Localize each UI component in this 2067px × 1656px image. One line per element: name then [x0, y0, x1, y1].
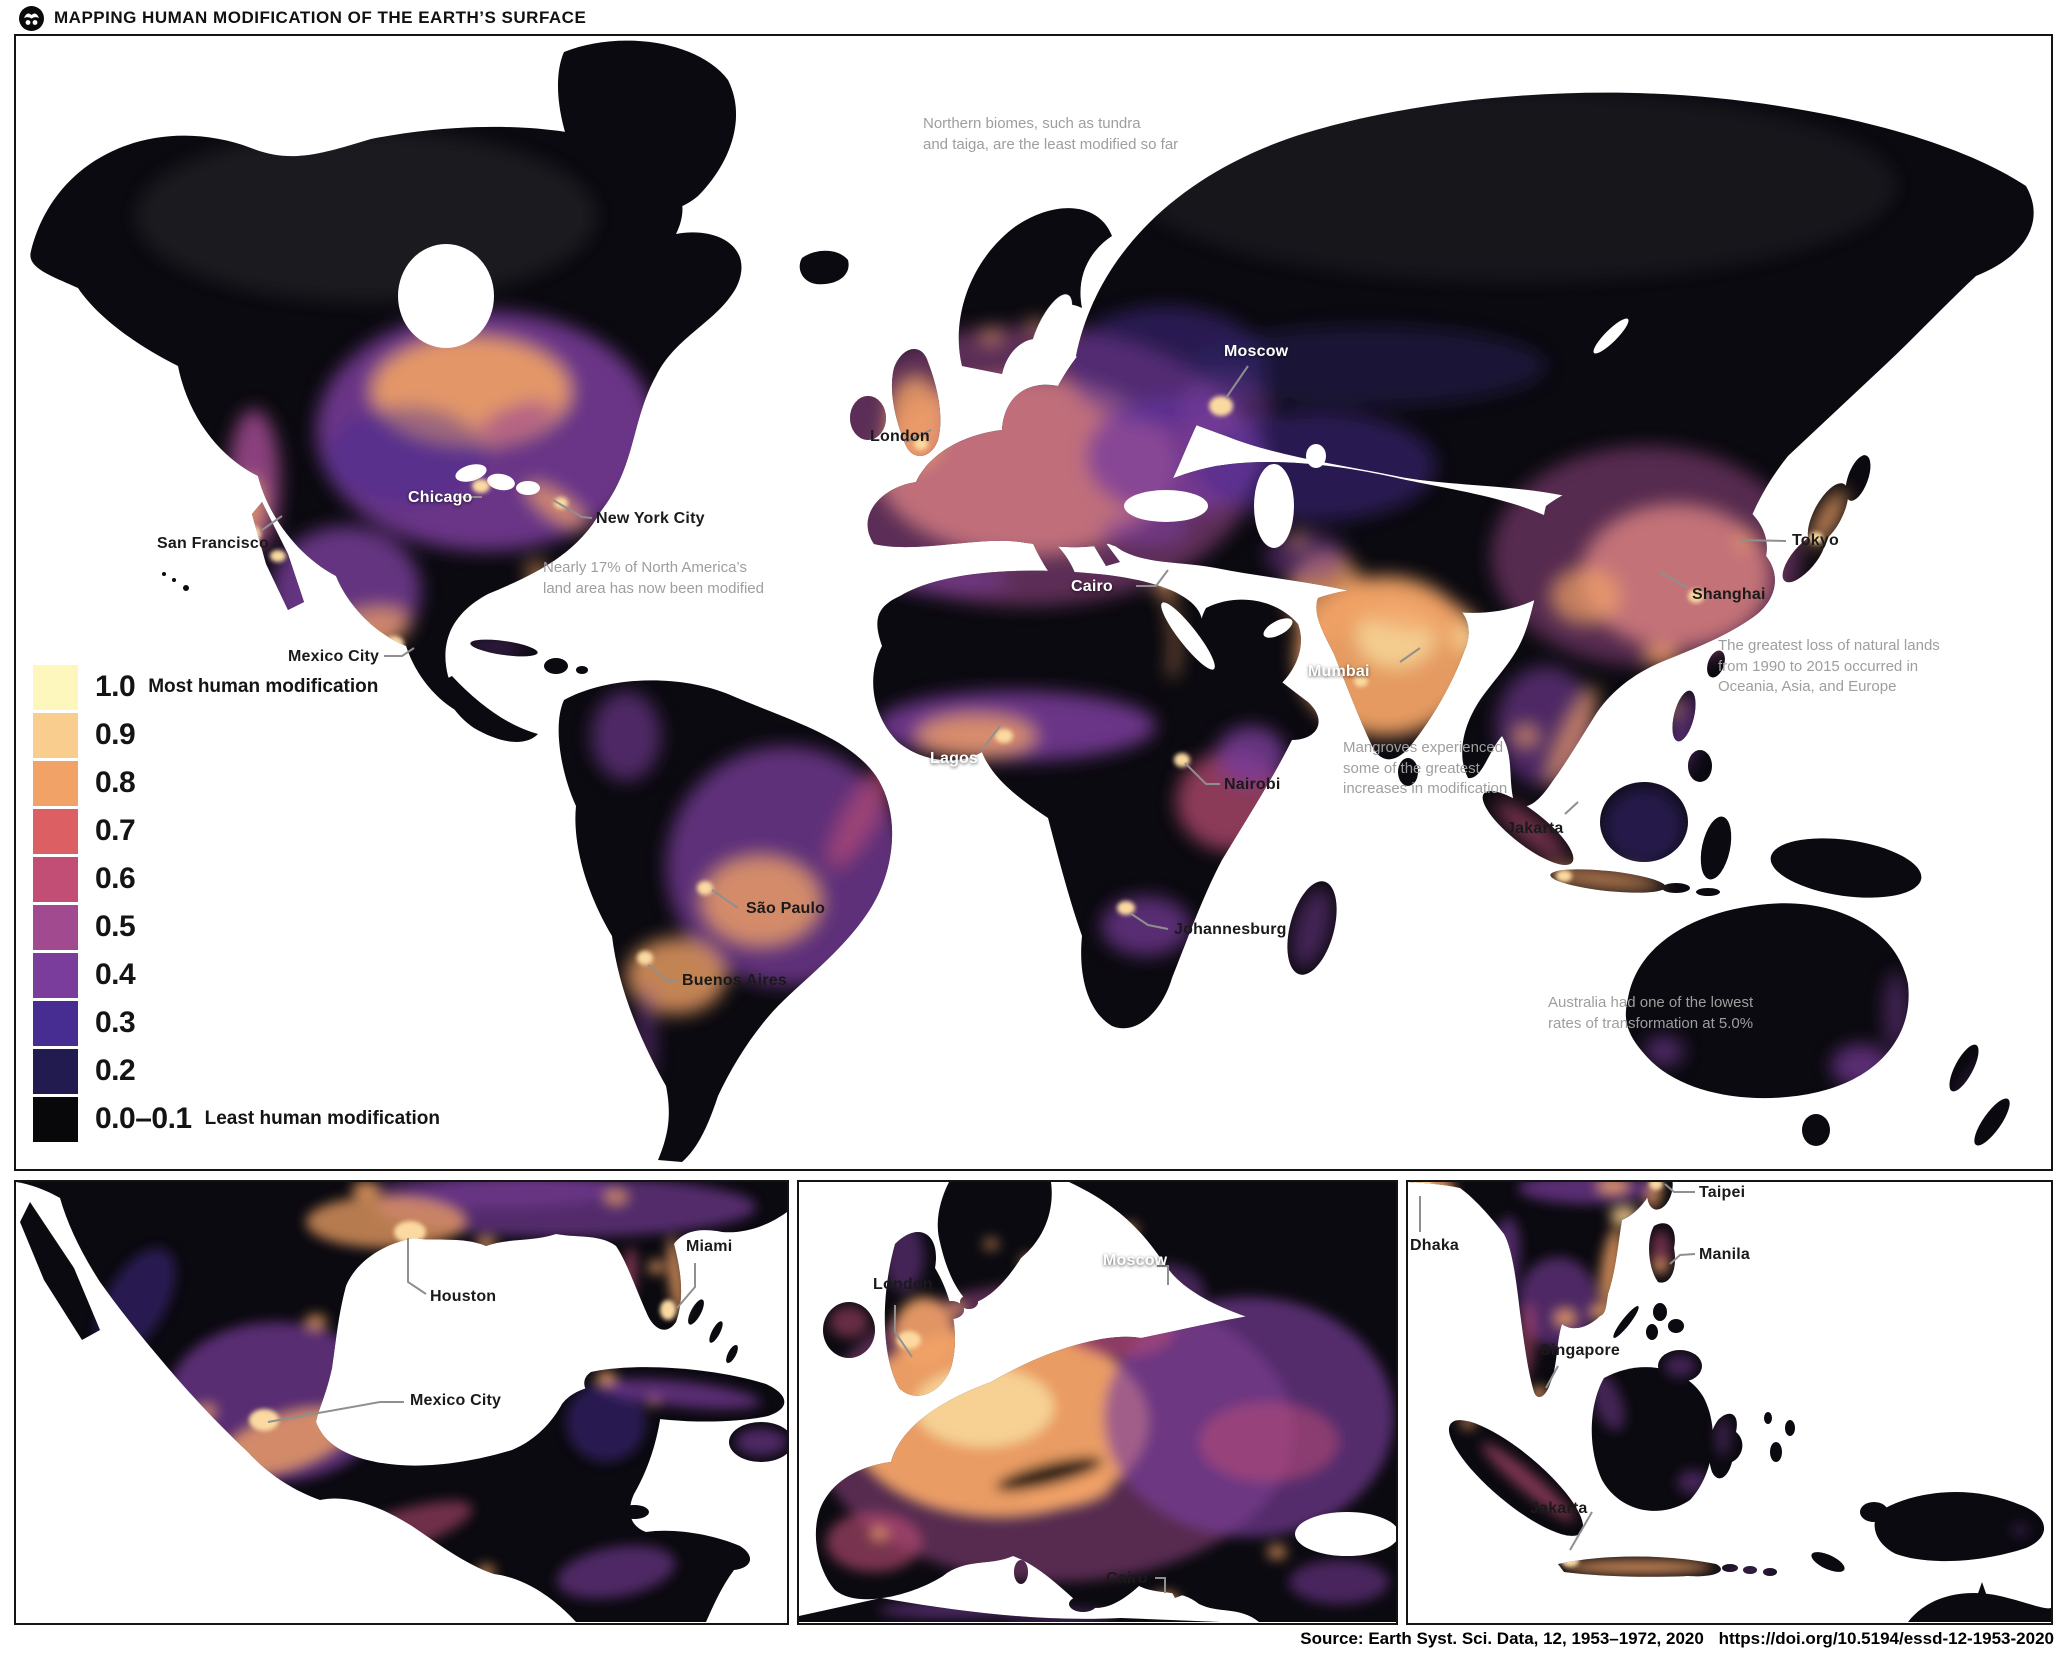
legend-item: 0.0–0.1 Least human modification [33, 1095, 440, 1143]
inset-europe: London Moscow Cairo [797, 1180, 1398, 1625]
city-glow-dots [249, 1221, 676, 1431]
city-label-taipei: Taipei [1699, 1184, 1746, 1201]
city-label-san-francisco: San Francisco [157, 535, 269, 552]
legend-value: 0.7 [95, 814, 136, 847]
city-label-miami: Miami [686, 1238, 733, 1255]
city-label-sao-paulo: São Paulo [746, 900, 826, 917]
annotation-natural-lands-loss: The greatest loss of natural lands from … [1718, 637, 1940, 696]
city-label-mumbai: Mumbai [1308, 663, 1370, 680]
city-label-johannesburg: Johannesburg [1174, 921, 1287, 938]
city-label-dhaka: Dhaka [1410, 1237, 1460, 1254]
legend-value: 0.3 [95, 1006, 136, 1039]
legend-swatch [33, 856, 78, 902]
legend-item: 0.7 [33, 807, 440, 855]
city-label-london: London [873, 1276, 933, 1293]
inset-southeast-asia: Taipei Dhaka Manila Singapore Jakarta [1406, 1180, 2053, 1625]
leader-lines [894, 1265, 1169, 1593]
legend-swatch [33, 712, 78, 758]
city-label-houston: Houston [430, 1288, 497, 1305]
city-label-tokyo: Tokyo [1792, 532, 1839, 549]
city-label-lagos: Lagos [930, 750, 979, 767]
source-doi-link: https://doi.org/10.5194/essd-12-1953-202… [1718, 1629, 2054, 1648]
city-label-chicago: Chicago [408, 489, 473, 506]
legend-value: 0.9 [95, 718, 136, 751]
city-label-cairo: Cairo [1106, 1570, 1148, 1587]
legend-value: 0.4 [95, 958, 136, 991]
city-label-manila: Manila [1699, 1246, 1750, 1263]
inset-north-america: Houston Miami Mexico City [14, 1180, 789, 1625]
inland-waters [1014, 1275, 1396, 1556]
legend-item: 0.3 [33, 999, 440, 1047]
city-label-jakarta: Jakarta [1530, 1500, 1588, 1517]
city-label-london: London [870, 428, 930, 445]
annotation-australia: Australia had one of the lowest rates of… [1548, 994, 1754, 1032]
world-map-panel: San Francisco Chicago New York City Mexi… [14, 34, 2053, 1171]
inset-southeast-asia-map [1408, 1182, 2051, 1622]
landmasses [30, 40, 2034, 1162]
leader-lines [1419, 1183, 1696, 1551]
city-label-new-york-city: New York City [596, 510, 705, 527]
legend-value: 1.0 [95, 670, 136, 703]
inland-waters [398, 244, 1629, 670]
leader-lines [267, 1238, 696, 1423]
leader-lines [261, 365, 1787, 981]
legend-swatch [33, 1000, 78, 1046]
city-label-jakarta: Jakarta [1506, 820, 1564, 837]
city-label-singapore: Singapore [1540, 1342, 1621, 1359]
legend-value: 0.6 [95, 862, 136, 895]
legend-most-label: Most human modification [148, 676, 379, 697]
legend-value: 0.5 [95, 910, 136, 943]
legend-swatch [33, 952, 78, 998]
inset-north-america-map [16, 1182, 787, 1622]
legend-item: 0.4 [33, 951, 440, 999]
city-label-buenos-aires: Buenos Aires [682, 972, 787, 989]
legend-item: 0.8 [33, 759, 440, 807]
legend-swatch [33, 760, 78, 806]
legend-item: 0.5 [33, 903, 440, 951]
world-map [30, 40, 2034, 1162]
annotation-north-america: Nearly 17% of North America’s land area … [543, 559, 764, 597]
city-label-moscow: Moscow [1224, 343, 1289, 360]
legend-value: 0.0–0.1 [95, 1102, 192, 1135]
legend-item: 0.2 [33, 1047, 440, 1095]
legend-item: 0.9 [33, 711, 440, 759]
legend-swatch [33, 904, 78, 950]
annotation-mangroves: Mangroves experienced some of the greate… [1343, 739, 1508, 798]
legend-value: 0.2 [95, 1054, 136, 1087]
legend-swatch [33, 1096, 78, 1142]
header: MAPPING HUMAN MODIFICATION OF THE EARTH’… [18, 4, 586, 32]
legend-swatch [33, 1048, 78, 1094]
legend-item: 0.6 [33, 855, 440, 903]
annotation-northern-biomes: Northern biomes, such as tundra and taig… [923, 115, 1179, 153]
inset-europe-map [799, 1182, 1396, 1622]
page-title: MAPPING HUMAN MODIFICATION OF THE EARTH’… [54, 8, 587, 27]
city-label-shanghai: Shanghai [1692, 586, 1766, 603]
modification-heat-layer [814, 1222, 1394, 1622]
city-label-mexico-city: Mexico City [288, 648, 380, 665]
legend-least-label: Least human modification [204, 1108, 441, 1129]
source-line: Source: Earth Syst. Sci. Data, 12, 1953–… [1290, 1629, 2054, 1649]
modification-heat-layer [136, 91, 1997, 1122]
legend-item: 1.0 Most human modification [33, 663, 440, 711]
source-citation: Source: Earth Syst. Sci. Data, 12, 1953–… [1300, 1629, 1704, 1648]
legend-value: 0.8 [95, 766, 136, 799]
legend-swatch [33, 808, 78, 854]
legend-swatch [33, 664, 78, 710]
publisher-logo-icon [19, 5, 44, 31]
city-label-nairobi: Nairobi [1224, 776, 1281, 793]
city-label-mexico-city: Mexico City [410, 1392, 502, 1409]
legend: 1.0 Most human modification 0.9 0.8 0.7 … [33, 663, 440, 1143]
city-label-moscow: Moscow [1103, 1252, 1168, 1269]
city-label-cairo: Cairo [1071, 578, 1113, 595]
